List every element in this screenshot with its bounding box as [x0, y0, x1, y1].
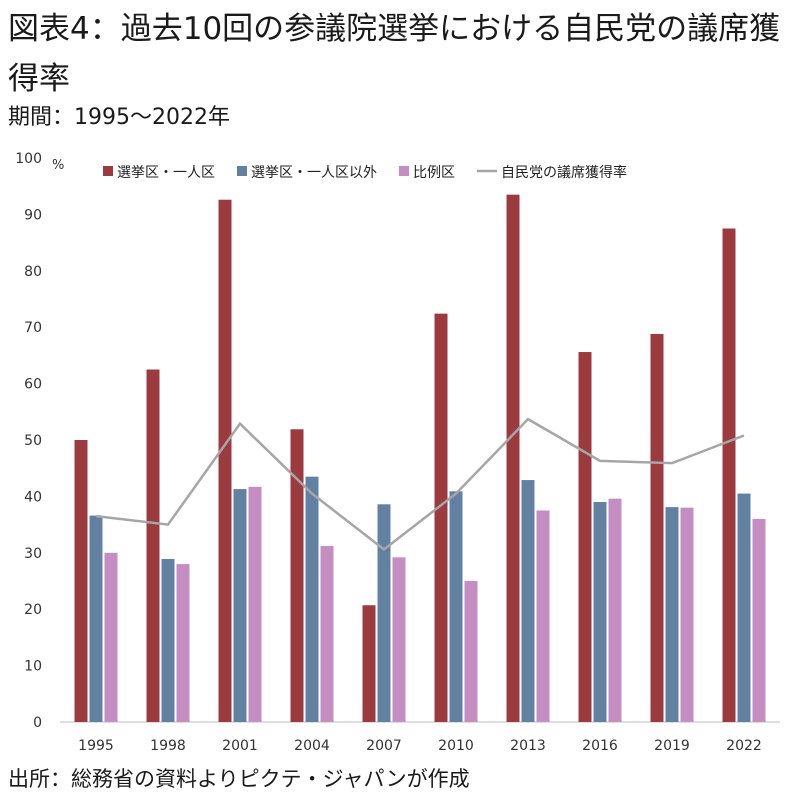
x-tick-label: 2010: [438, 738, 474, 754]
bar-3-2019: [680, 507, 694, 722]
bar-2-2007: [377, 504, 391, 722]
line-series-1: [95, 417, 745, 551]
legend-label-3: 比例区: [413, 165, 455, 181]
x-tick-label: 2019: [654, 738, 690, 754]
x-tick-label: 2001: [222, 738, 258, 754]
legend-label-1: 選挙区・一人区: [117, 165, 215, 181]
bar-1-2007: [362, 605, 376, 722]
bar-1-2010: [434, 313, 448, 722]
bar-3-2013: [536, 510, 550, 722]
y-unit-label: %: [52, 158, 64, 173]
bar-1-1998: [146, 369, 160, 722]
source-note: 出所：総務省の資料よりピクテ・ジャパンが作成: [8, 767, 470, 791]
bar-2-2013: [521, 480, 535, 722]
bar-3-2016: [608, 498, 622, 722]
y-tick-label: 0: [33, 715, 42, 731]
bar-2-2019: [665, 507, 679, 722]
bar-1-2001: [218, 199, 232, 723]
y-tick-label: 30: [24, 546, 42, 562]
page-title: 図表4：過去10回の参議院選挙における自民党の議席獲得率: [8, 11, 781, 97]
y-tick-label: 70: [24, 320, 42, 336]
legend-swatch-1: [103, 166, 113, 176]
x-tick-label: 2007: [366, 738, 402, 754]
bar-1-2013: [506, 194, 520, 722]
chart-period: 期間：1995〜2022年: [8, 105, 230, 130]
x-tick-label: 2016: [582, 738, 618, 754]
y-tick-label: 10: [24, 659, 42, 675]
bar-3-2004: [320, 546, 334, 722]
y-tick-label: 20: [24, 602, 42, 618]
bar-2-2010: [449, 491, 463, 722]
legend-label-2: 選挙区・一人区以外: [251, 165, 377, 181]
bar-2-1995: [89, 515, 103, 722]
bar-3-1998: [176, 564, 190, 722]
y-tick-label: 90: [24, 207, 42, 223]
legend-label-4: 自民党の議席獲得率: [501, 164, 627, 181]
x-tick-label: 2004: [294, 738, 330, 754]
bar-2-2001: [233, 489, 247, 722]
bar-1-2016: [578, 352, 592, 722]
bar-2-2022: [737, 493, 751, 722]
bar-2-2004: [305, 476, 319, 722]
bar-1-2022: [722, 228, 736, 722]
bar-1-1995: [74, 440, 88, 722]
x-tick-label: 2013: [510, 738, 546, 754]
chart: 0 10 20 30 40 50 60 70 80 90 100 % 1995 1998 2001 2004 2…: [15, 151, 780, 754]
bar-3-2001: [248, 486, 262, 722]
bar-1-2004: [290, 429, 304, 722]
x-tick-label: 2022: [726, 738, 762, 754]
legend-swatch-2: [237, 166, 247, 176]
bar-3-1995: [104, 552, 118, 722]
bar-3-2022: [752, 518, 766, 722]
y-tick-label: 50: [24, 433, 42, 449]
bar-3-2007: [392, 557, 406, 722]
bar-2-1998: [161, 559, 175, 722]
bar-2-2016: [593, 502, 607, 722]
y-tick-label: 100: [15, 151, 42, 167]
legend-swatch-3: [399, 166, 409, 176]
y-tick-label: 40: [24, 489, 42, 505]
bar-3-2010: [464, 581, 478, 722]
x-tick-label: 1998: [150, 738, 186, 754]
bar-1-2019: [650, 333, 664, 722]
x-tick-label: 1995: [78, 738, 114, 754]
y-tick-label: 60: [24, 377, 42, 393]
y-tick-label: 80: [24, 264, 42, 280]
